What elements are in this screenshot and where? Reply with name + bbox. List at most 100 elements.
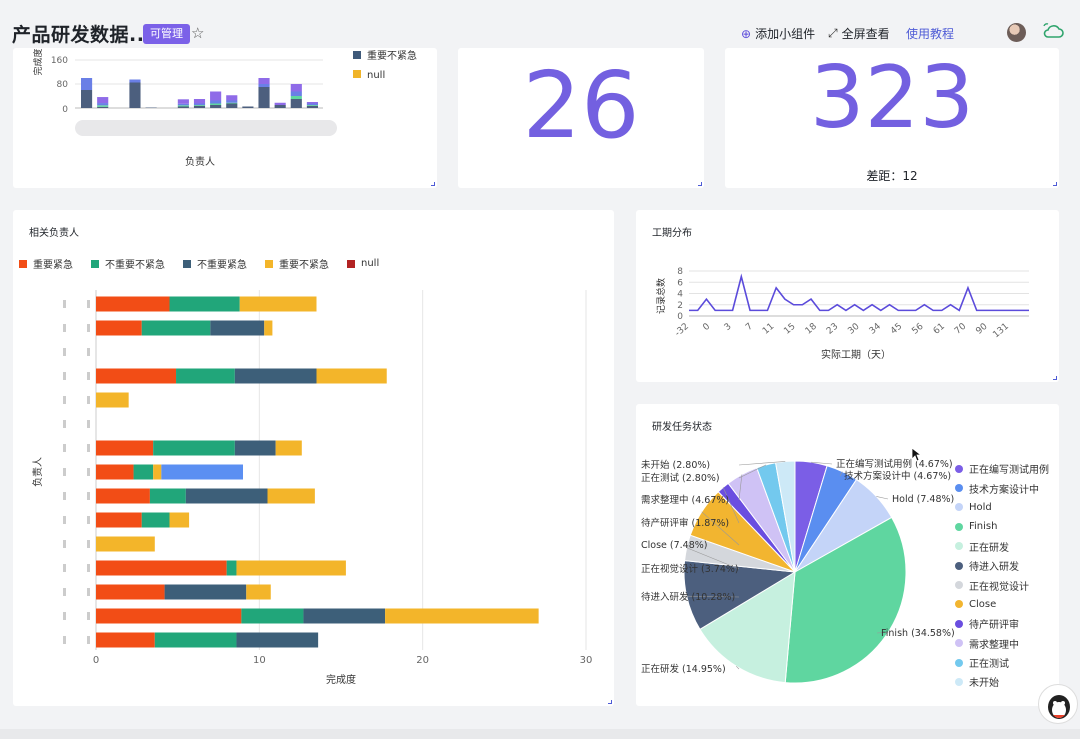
bar-segment[interactable] [153, 464, 162, 480]
bar-segment[interactable] [141, 320, 211, 336]
column-segment[interactable] [226, 103, 238, 109]
resize-handle[interactable] [1053, 182, 1057, 186]
bar-segment[interactable] [96, 296, 170, 312]
bar-segment[interactable] [210, 320, 265, 336]
bar-segment[interactable] [154, 632, 237, 648]
column-segment[interactable] [242, 106, 254, 109]
tutorial-link[interactable]: 使用教程 [906, 27, 955, 41]
bar-segment[interactable] [164, 584, 247, 600]
bar-segment[interactable] [236, 632, 319, 648]
resize-handle[interactable] [431, 182, 435, 186]
legend-item[interactable]: null [347, 256, 379, 271]
bar-segment[interactable] [264, 320, 273, 336]
column-segment[interactable] [81, 78, 93, 90]
legend-item[interactable]: 正在测试 [955, 653, 1049, 672]
bar-segment[interactable] [234, 368, 317, 384]
assistant-mascot-icon[interactable] [1038, 684, 1078, 724]
legend-item[interactable]: 待进入研发 [955, 556, 1049, 575]
column-segment[interactable] [97, 106, 109, 108]
bar-segment[interactable] [96, 536, 155, 552]
bar-segment[interactable] [153, 440, 235, 456]
column-segment[interactable] [226, 102, 238, 104]
legend-item[interactable]: 不重要紧急 [183, 256, 247, 271]
star-icon[interactable]: ☆ [191, 24, 205, 42]
bar-segment[interactable] [303, 608, 386, 624]
legend-item[interactable]: Close [955, 595, 1049, 614]
column-segment[interactable] [177, 99, 189, 104]
pie-slice[interactable] [774, 460, 796, 573]
permission-badge[interactable]: 可管理 [143, 24, 190, 44]
column-segment[interactable] [97, 97, 109, 104]
column-segment[interactable] [274, 102, 286, 105]
bar-segment[interactable] [169, 512, 190, 528]
column-segment[interactable] [226, 100, 238, 103]
column-segment[interactable] [306, 105, 318, 106]
bar-segment[interactable] [96, 584, 165, 600]
bar-segment[interactable] [96, 368, 177, 384]
bar-segment[interactable] [234, 440, 276, 456]
column-segment[interactable] [290, 91, 302, 97]
column-segment[interactable] [193, 105, 206, 108]
bar-segment[interactable] [316, 368, 387, 384]
legend-item[interactable]: 待产研评审 [955, 614, 1049, 633]
legend-item[interactable]: 重要不紧急 [265, 256, 329, 271]
column-segment[interactable] [210, 103, 222, 106]
column-segment[interactable] [226, 95, 238, 101]
column-segment[interactable] [129, 79, 141, 83]
column-segment[interactable] [258, 78, 270, 84]
column-segment[interactable] [177, 105, 189, 107]
column-segment[interactable] [177, 103, 189, 106]
legend-item[interactable]: 需求整理中 [955, 634, 1049, 653]
bar-segment[interactable] [239, 296, 317, 312]
bar-segment[interactable] [275, 440, 302, 456]
column-segment[interactable] [290, 99, 302, 108]
bar-segment[interactable] [161, 464, 243, 480]
column-segment[interactable] [258, 87, 270, 108]
bar-segment[interactable] [149, 488, 186, 504]
bar-segment[interactable] [226, 560, 237, 576]
column-segment[interactable] [210, 91, 222, 101]
column-segment[interactable] [210, 105, 222, 108]
legend-item[interactable]: 技术方案设计中 [955, 478, 1049, 497]
bar-segment[interactable] [96, 440, 154, 456]
resize-handle[interactable] [608, 700, 612, 704]
cloud-sync-icon[interactable] [1042, 22, 1064, 40]
add-widget-button[interactable]: ⊕ 添加小组件 [741, 25, 815, 42]
bar-segment[interactable] [185, 488, 268, 504]
column-segment[interactable] [258, 84, 270, 87]
bar-segment[interactable] [241, 608, 304, 624]
bar-segment[interactable] [96, 632, 155, 648]
bar-segment[interactable] [176, 368, 235, 384]
column-segment[interactable] [193, 99, 206, 104]
bar-segment[interactable] [96, 512, 142, 528]
fullscreen-button[interactable]: ⤢ 全屏查看 [828, 25, 890, 42]
column-segment[interactable] [193, 103, 206, 106]
column-segment[interactable] [129, 82, 141, 109]
legend-item[interactable]: 重要紧急 [19, 256, 73, 271]
bar-segment[interactable] [267, 488, 315, 504]
resize-handle[interactable] [1053, 376, 1057, 380]
bar-segment[interactable] [96, 608, 242, 624]
legend-item[interactable]: 正在视觉设计 [955, 575, 1049, 594]
legend-item[interactable]: 正在研发 [955, 537, 1049, 556]
bar-segment[interactable] [169, 296, 240, 312]
column-segment[interactable] [306, 105, 318, 108]
column-segment[interactable] [274, 105, 286, 108]
bar-segment[interactable] [96, 320, 142, 336]
column-segment[interactable] [306, 103, 318, 106]
resize-handle[interactable] [698, 182, 702, 186]
column-segment[interactable] [97, 103, 109, 106]
column-segment[interactable] [290, 84, 302, 92]
column-segment[interactable] [290, 96, 302, 99]
bar-segment[interactable] [133, 464, 154, 480]
legend-item[interactable]: Finish [955, 517, 1049, 536]
legend-item[interactable]: 正在编写测试用例 [955, 459, 1049, 478]
bar-segment[interactable] [385, 608, 539, 624]
pie-slice[interactable] [784, 516, 907, 684]
bar-segment[interactable] [96, 392, 129, 408]
bar-segment[interactable] [246, 584, 271, 600]
bar-segment[interactable] [141, 512, 170, 528]
column-segment[interactable] [193, 105, 206, 106]
bar-segment[interactable] [96, 560, 227, 576]
legend-item[interactable]: Hold [955, 498, 1049, 517]
